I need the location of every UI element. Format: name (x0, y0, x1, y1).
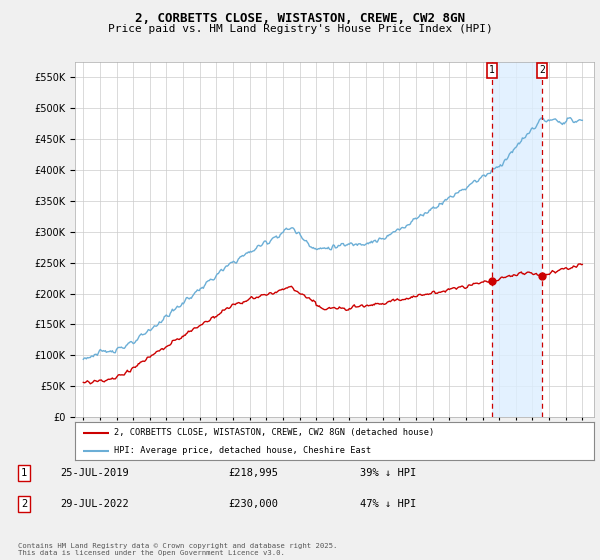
Text: 2, CORBETTS CLOSE, WISTASTON, CREWE, CW2 8GN (detached house): 2, CORBETTS CLOSE, WISTASTON, CREWE, CW2… (114, 428, 434, 437)
Bar (492, 62, 542, 417)
Text: 2, CORBETTS CLOSE, WISTASTON, CREWE, CW2 8GN: 2, CORBETTS CLOSE, WISTASTON, CREWE, CW2… (135, 12, 465, 25)
Text: HPI: Average price, detached house, Cheshire East: HPI: Average price, detached house, Ches… (114, 446, 371, 455)
Text: Price paid vs. HM Land Registry's House Price Index (HPI): Price paid vs. HM Land Registry's House … (107, 24, 493, 34)
Text: £218,995: £218,995 (228, 468, 278, 478)
Text: 2: 2 (21, 499, 27, 509)
Text: 1: 1 (489, 66, 495, 76)
Text: 39% ↓ HPI: 39% ↓ HPI (360, 468, 416, 478)
Text: 25-JUL-2019: 25-JUL-2019 (60, 468, 129, 478)
Text: 1: 1 (21, 468, 27, 478)
Text: 2: 2 (539, 66, 545, 76)
Text: 47% ↓ HPI: 47% ↓ HPI (360, 499, 416, 509)
Text: 29-JUL-2022: 29-JUL-2022 (60, 499, 129, 509)
Text: Contains HM Land Registry data © Crown copyright and database right 2025.
This d: Contains HM Land Registry data © Crown c… (18, 543, 337, 556)
Text: £230,000: £230,000 (228, 499, 278, 509)
